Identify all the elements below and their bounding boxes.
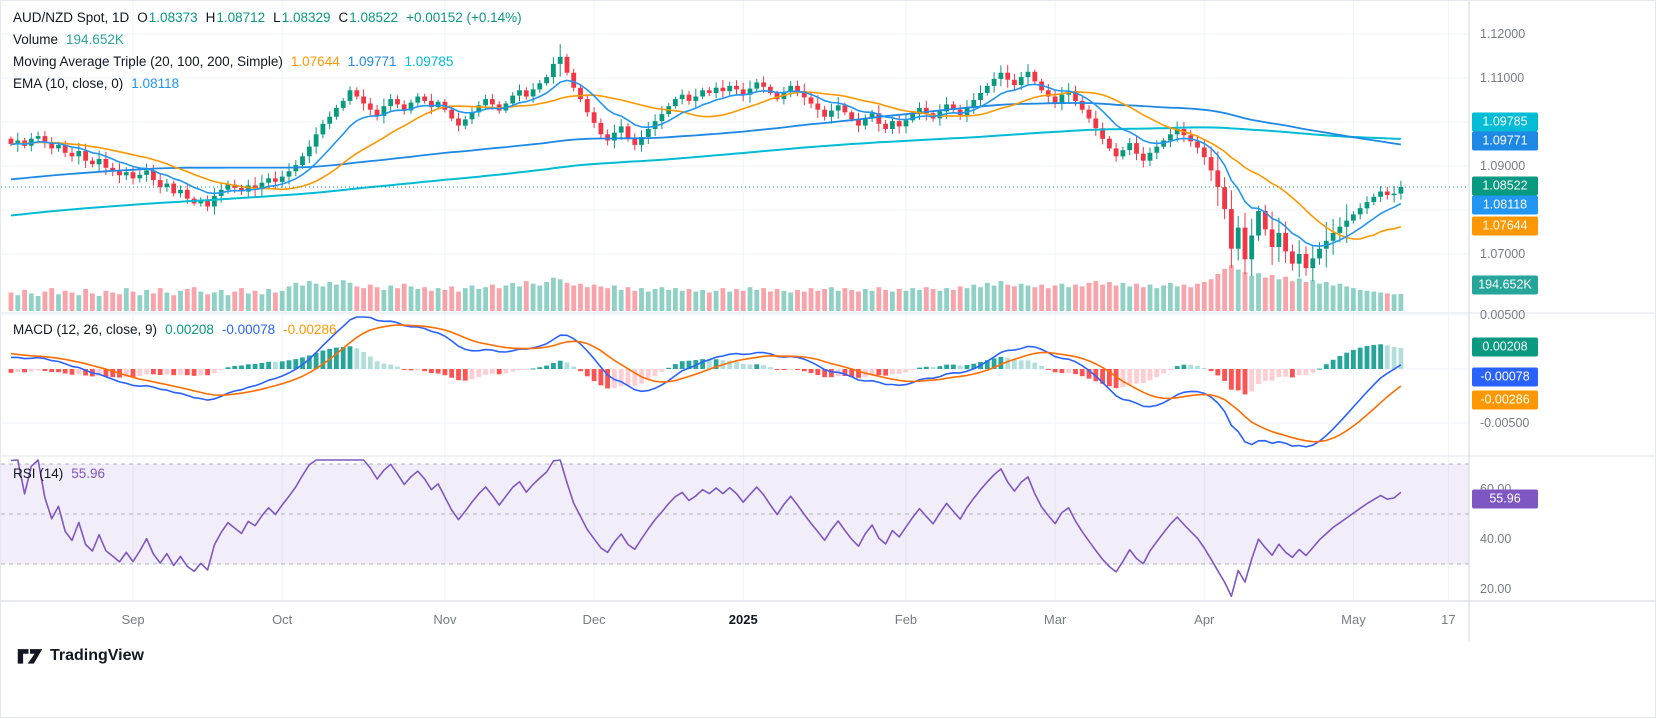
low-value: 1.08329 xyxy=(281,9,331,25)
sma200-value: 1.09785 xyxy=(404,53,454,69)
rsi-label[interactable]: RSI (14) xyxy=(13,465,64,481)
ema-row: EMA (10, close, 0) 1.08118 xyxy=(13,72,522,94)
rsi-legend: RSI (14) 55.96 xyxy=(13,462,105,484)
rsi-value: 55.96 xyxy=(71,465,106,481)
ema-value: 1.08118 xyxy=(131,75,180,91)
high-value: 1.08712 xyxy=(216,9,266,25)
close-value: 1.08522 xyxy=(349,9,399,25)
close-key: C xyxy=(338,9,349,25)
ohlc-open: O 1.08373 xyxy=(137,10,197,25)
macd-signal-value: -0.00286 xyxy=(283,321,337,337)
open-key: O xyxy=(137,9,148,25)
ohlc-low: L 1.08329 xyxy=(273,10,330,25)
ohlc-high: H 1.08712 xyxy=(206,10,266,25)
volume-label[interactable]: Volume xyxy=(13,31,59,47)
sma20-value: 1.07644 xyxy=(290,53,340,69)
sma100-value: 1.09771 xyxy=(347,53,397,69)
price-change: +0.00152 (+0.14%) xyxy=(406,9,522,25)
volume-value: 194.652K xyxy=(66,31,124,47)
main-legend: AUD/NZD Spot, 1D O 1.08373 H 1.08712 L 1.08… xyxy=(13,6,522,94)
tradingview-icon xyxy=(17,649,43,664)
tradingview-logo[interactable]: TradingView xyxy=(17,646,144,666)
macd-label[interactable]: MACD (12, 26, close, 9) xyxy=(13,321,158,337)
ma-triple-label[interactable]: Moving Average Triple (20, 100, 200, Sim… xyxy=(13,53,283,69)
low-key: L xyxy=(273,9,281,25)
ema-label[interactable]: EMA (10, close, 0) xyxy=(13,75,124,91)
open-value: 1.08373 xyxy=(148,9,198,25)
macd-line-value: -0.00078 xyxy=(221,321,276,337)
tradingview-logo-text: TradingView xyxy=(50,647,144,664)
macd-legend: MACD (12, 26, close, 9) 0.00208 -0.00078… xyxy=(13,318,336,340)
ohlc-close: C 1.08522 xyxy=(339,10,399,25)
symbol-row: AUD/NZD Spot, 1D O 1.08373 H 1.08712 L 1.08… xyxy=(13,6,522,28)
macd-hist-value: 0.00208 xyxy=(165,321,214,337)
volume-row: Volume 194.652K xyxy=(13,28,522,50)
symbol-title[interactable]: AUD/NZD Spot, 1D xyxy=(13,9,130,25)
ma-triple-row: Moving Average Triple (20, 100, 200, Sim… xyxy=(13,50,522,72)
high-key: H xyxy=(205,9,216,25)
